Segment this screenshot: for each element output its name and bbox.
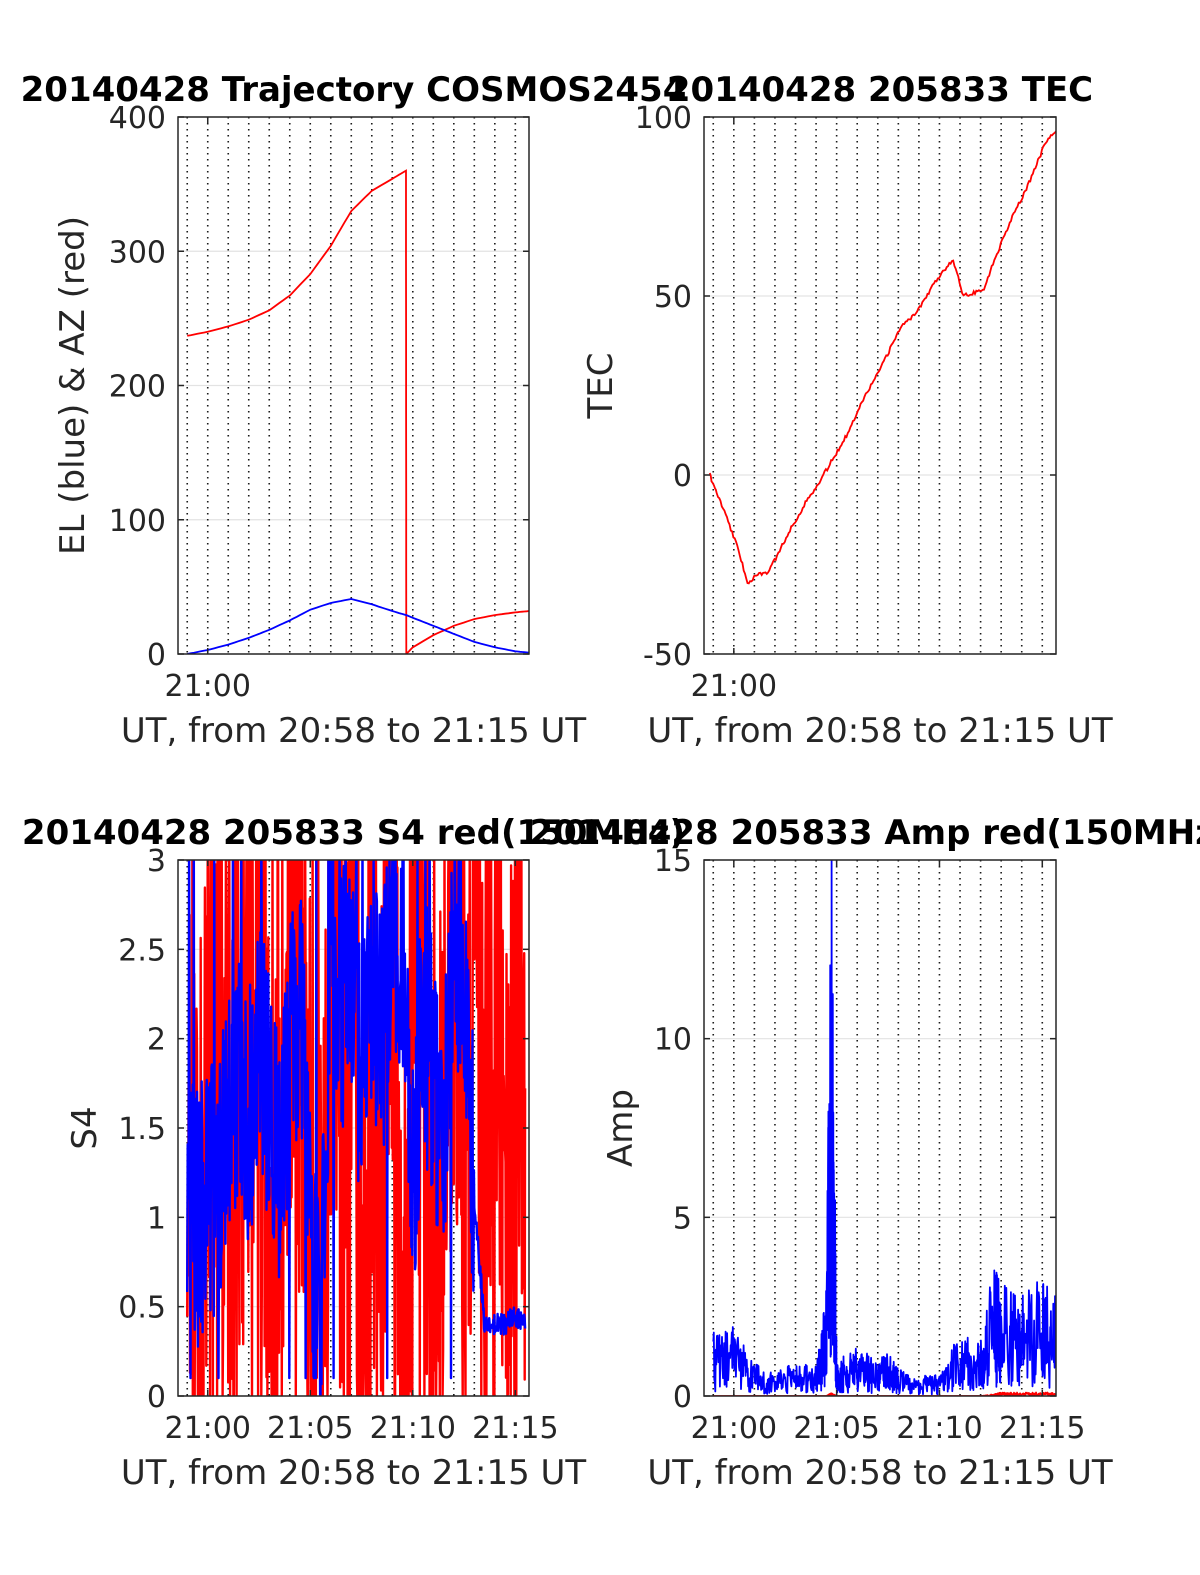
series-group xyxy=(187,169,529,654)
x-tick-label: 21:00 xyxy=(691,669,777,704)
plot-area xyxy=(704,860,1056,1396)
y-axis-label: EL (blue) & AZ (red) xyxy=(53,216,93,555)
axes-box xyxy=(703,859,1057,1397)
y-tick-label: 0 xyxy=(147,1380,166,1415)
y-tick-label: 5 xyxy=(673,1201,692,1236)
x-axis-label: UT, from 20:58 to 21:15 UT xyxy=(647,1453,1113,1493)
x-tick-label: 21:00 xyxy=(691,1411,777,1446)
y-tick-label: 0 xyxy=(673,459,692,494)
y-tick-label: 0.5 xyxy=(118,1291,166,1326)
y-tick-label: -50 xyxy=(643,638,692,673)
panel-title: 20140428 Trajectory COSMOS2454 xyxy=(21,70,687,110)
series-group xyxy=(708,130,1056,585)
y-tick-label: 0 xyxy=(147,638,166,673)
x-axis-label: UT, from 20:58 to 21:15 UT xyxy=(647,711,1113,751)
x-tick-label: 21:05 xyxy=(793,1411,879,1446)
y-axis-label: S4 xyxy=(65,1106,105,1149)
x-tick-label: 21:10 xyxy=(370,1411,456,1446)
panel-s4: 0 0.5 1 1.5 2 2.5 3 21:00 21:05 21:10 21:15 UT, fro… xyxy=(22,813,685,1493)
y-axis-label: Amp xyxy=(601,1089,641,1167)
x-tick-label: 21:15 xyxy=(999,1411,1085,1446)
series-line-1 xyxy=(708,130,1056,585)
panel-title: 20140428 205833 Amp red(150MHz) xyxy=(529,813,1200,853)
y-tick-label: 15 xyxy=(654,844,692,879)
y-tick-label: 0 xyxy=(673,1380,692,1415)
x-tick-label: 21:00 xyxy=(164,669,250,704)
panel-amp: 0 5 10 15 21:00 21:05 21:10 21:15 UT, from 20:58… xyxy=(529,813,1200,1493)
x-tick-label: 21:00 xyxy=(164,1411,250,1446)
y-tick-label: 100 xyxy=(635,101,692,136)
panel-title: 20140428 205833 S4 red(150MHz) xyxy=(22,813,685,853)
y-axis-label: TEC xyxy=(581,353,621,420)
x-tick-label: 21:10 xyxy=(896,1411,982,1446)
series-line-1 xyxy=(186,860,527,1396)
x-axis-label: UT, from 20:58 to 21:15 UT xyxy=(121,711,587,751)
y-tick-label: 1 xyxy=(147,1201,166,1236)
series-group xyxy=(712,860,1056,1396)
x-axis-label: UT, from 20:58 to 21:15 UT xyxy=(121,1453,587,1493)
y-tick-label: 400 xyxy=(109,101,166,136)
series-group xyxy=(186,860,527,1396)
panel-trajectory: 0 100 200 300 400 21:00 UT, from 20:58 to 21:1… xyxy=(21,70,687,751)
series-line-2 xyxy=(712,1391,1056,1396)
y-tick-label: 2.5 xyxy=(118,933,166,968)
x-tick-label: 21:15 xyxy=(472,1411,558,1446)
axes-box xyxy=(703,116,1057,655)
series-line-2 xyxy=(187,598,529,654)
y-tick-label: 1.5 xyxy=(118,1112,166,1147)
series-line-1 xyxy=(712,860,1056,1396)
x-tick-label: 21:05 xyxy=(267,1411,353,1446)
y-tick-label: 10 xyxy=(654,1023,692,1058)
y-tick-label: 100 xyxy=(109,504,166,539)
y-tick-label: 200 xyxy=(109,370,166,405)
series-line-2 xyxy=(186,860,527,1396)
plot-area xyxy=(704,117,1056,654)
panel-title: 20140428 205833 TEC xyxy=(667,70,1093,110)
y-tick-label: 2 xyxy=(147,1023,166,1058)
y-tick-label: 300 xyxy=(109,235,166,270)
series-line-1 xyxy=(187,169,529,654)
y-tick-label: 50 xyxy=(654,280,692,315)
y-tick-label: 3 xyxy=(147,844,166,879)
panel-tec: -50 0 50 100 21:00 UT, from 20:58 to 21:15 UT… xyxy=(581,70,1113,751)
